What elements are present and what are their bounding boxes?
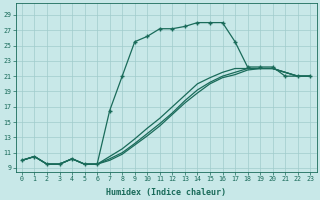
- X-axis label: Humidex (Indice chaleur): Humidex (Indice chaleur): [106, 188, 226, 197]
